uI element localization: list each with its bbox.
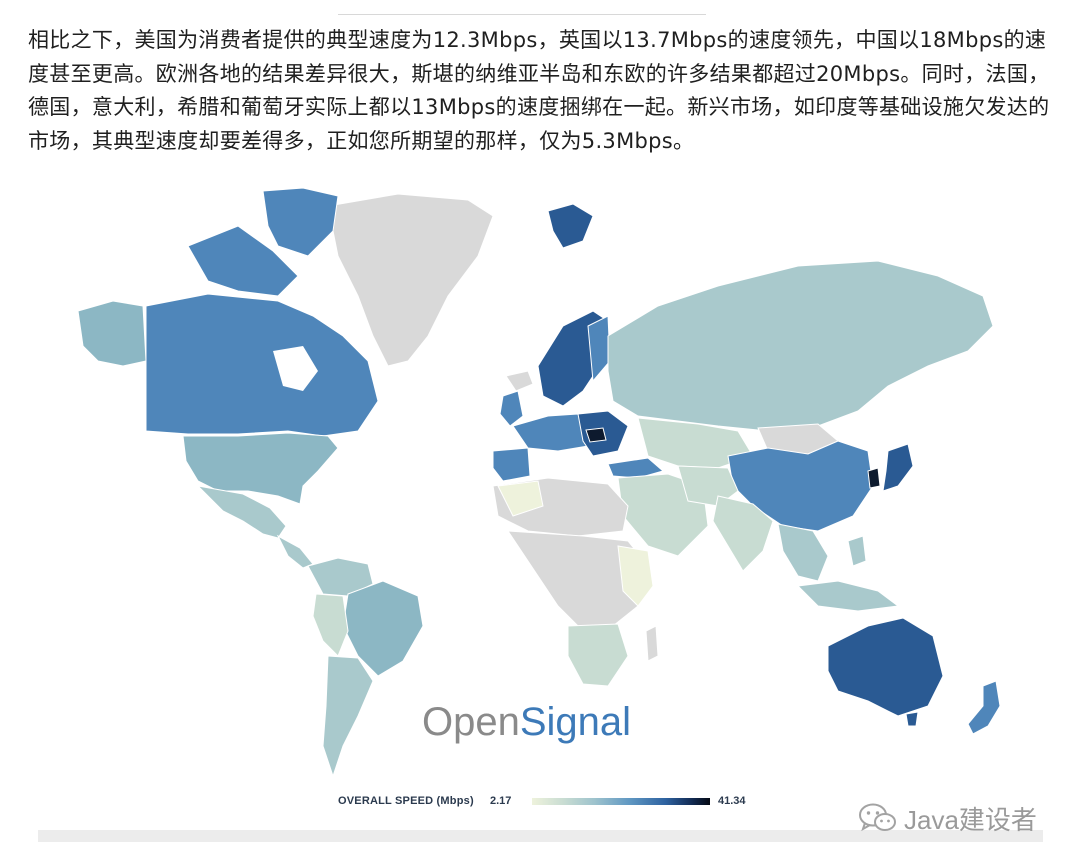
opensignal-logo: OpenSignal xyxy=(422,700,631,745)
region-canada-arctic xyxy=(262,187,339,257)
region-madagascar xyxy=(645,625,659,662)
region-philippines xyxy=(847,535,867,567)
region-usa xyxy=(182,432,339,505)
region-east-africa xyxy=(617,545,654,607)
region-iberia xyxy=(492,447,531,482)
region-turkey xyxy=(607,457,665,479)
legend-max-value: 41.34 xyxy=(718,795,746,807)
region-iceland xyxy=(505,370,534,392)
brand-signal: Signal xyxy=(519,700,632,744)
region-southern-africa xyxy=(567,623,629,687)
watermark-text: Java建设者 xyxy=(904,804,1037,835)
region-southeast-asia xyxy=(777,523,829,582)
region-greenland xyxy=(327,193,494,367)
region-brazil xyxy=(342,580,424,677)
region-tasmania xyxy=(905,711,919,727)
region-middle-east xyxy=(617,473,709,557)
region-new-zealand xyxy=(967,680,1001,735)
region-china xyxy=(727,440,874,532)
wechat-icon xyxy=(859,803,896,832)
region-russia xyxy=(607,260,994,432)
article-paragraph: 相比之下，美国为消费者提供的典型速度为12.3Mbps，英国以13.7Mbps的… xyxy=(28,28,1050,153)
legend-label: OVERALL SPEED (Mbps) xyxy=(338,795,474,807)
region-south-korea xyxy=(867,467,881,489)
world-speed-map xyxy=(38,186,1006,786)
region-central-africa xyxy=(507,530,649,632)
region-indonesia xyxy=(796,580,900,612)
region-peru-bolivia xyxy=(312,593,349,657)
legend-min-value: 2.17 xyxy=(490,795,512,807)
region-uk xyxy=(499,390,524,427)
region-india xyxy=(712,495,774,572)
speed-legend: OVERALL SPEED (Mbps) 2.17 41.34 xyxy=(300,792,780,812)
watermark: Java建设者 xyxy=(858,800,1037,836)
region-hungary xyxy=(585,427,607,443)
region-australia xyxy=(827,617,944,717)
region-alaska xyxy=(77,300,147,367)
region-chile-argentina xyxy=(322,655,374,778)
legend-gradient-bar xyxy=(532,798,710,805)
world-map-svg xyxy=(77,187,1001,778)
region-canada xyxy=(145,293,379,437)
brand-open: Open xyxy=(422,700,520,744)
region-svalbard xyxy=(547,203,594,249)
region-mexico xyxy=(196,485,287,539)
region-morocco-algeria xyxy=(497,480,544,517)
top-divider xyxy=(338,14,706,15)
region-central-america xyxy=(276,534,314,569)
region-japan xyxy=(882,443,914,492)
bottom-strip xyxy=(38,830,1043,842)
region-colombia-venezuela xyxy=(307,557,374,597)
region-canada-islands xyxy=(187,225,299,297)
